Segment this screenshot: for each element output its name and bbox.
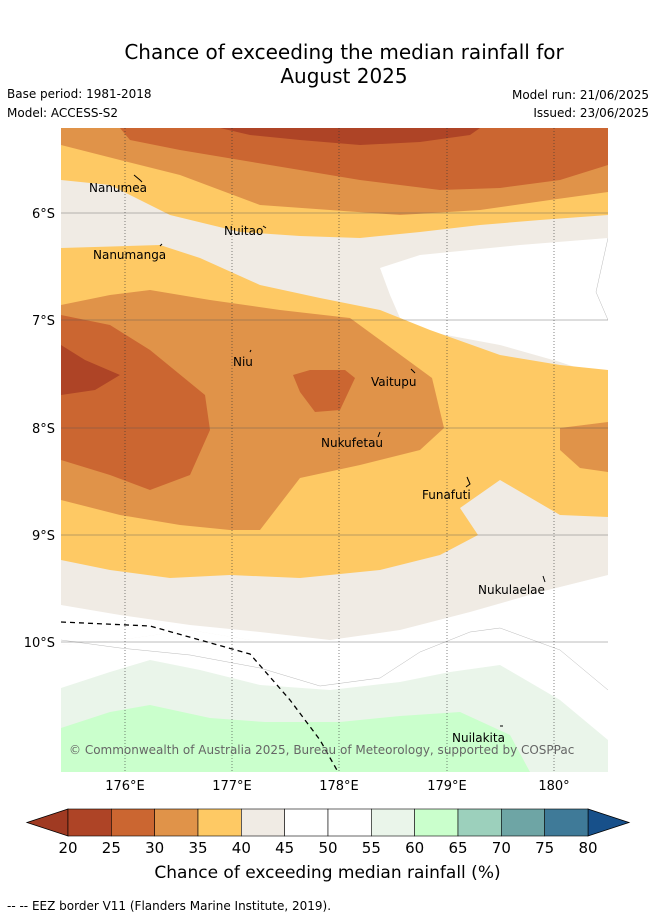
lat-tick-label: 9°S [32,529,55,544]
colorbar-segment [241,808,285,837]
colorbar-label: Chance of exceeding median rainfall (%) [154,863,501,883]
colorbar-tick-label: 80 [578,839,597,857]
colorbar-segment [457,808,502,837]
colorbar-tick-label: 30 [145,839,164,857]
colorbar-segment [111,808,155,837]
island-markers [133,174,546,727]
lon-tick-label: 178°E [319,779,359,794]
band-25-30 [61,128,608,490]
contour-line [61,627,608,691]
colorbar-over-arrow [587,808,631,837]
colorbar-tick-label: 45 [275,839,294,857]
lon-tick-label: 177°E [212,779,252,794]
copyright-credit: © Commonwealth of Australia 2025, Bureau… [69,743,574,757]
title-line-1: Chance of exceeding the median rainfall … [124,40,564,64]
colorbar-tick-label: 40 [232,839,251,857]
colorbar: 20 25 30 35 40 45 50 55 60 65 70 75 80 [25,808,631,857]
model-name: Model: ACCESS-S2 [7,106,119,120]
issued-date: Issued: 23/06/2025 [533,106,649,120]
title-line-2: August 2025 [280,64,408,88]
band-20-25 [61,128,480,395]
colorbar-tick-label: 50 [318,839,337,857]
lon-tick-label: 176°E [105,779,145,794]
colorbar-segment [67,808,112,837]
colorbar-segment [501,808,545,837]
colorbar-tick-label: 65 [448,839,467,857]
place-label: Nuilakita [452,731,505,745]
colorbar-tick-label: 60 [405,839,424,857]
band-45-55-south [61,575,608,690]
colorbar-segment [327,808,372,837]
colorbar-under-arrow [25,808,69,837]
lat-tick-label: 7°S [32,314,55,329]
place-label: Nanumea [89,181,147,195]
colorbar-segment [197,808,242,837]
colorbar-segment [414,808,459,837]
place-label: Nuitao [224,224,263,238]
lon-tick-label: 179°E [427,779,467,794]
place-label: Nukufetau [321,436,383,450]
lon-tick-label: 180° [538,779,569,794]
place-label: Funafuti [422,488,471,502]
base-period: Base period: 1981-2018 [7,87,152,101]
colorbar-tick-label: 70 [492,839,511,857]
place-label: Nukulaelae [478,583,545,597]
lon-tick-labels: 176°E 177°E 178°E 179°E 180° [105,779,569,794]
lat-tick-label: 6°S [32,207,55,222]
colorbar-segment [154,808,199,837]
lat-tick-labels: 6°S 7°S 8°S 9°S 10°S [24,207,55,651]
eez-border [60,621,339,773]
map-title: Chance of exceeding the median rainfall … [0,40,655,88]
lat-lines [61,212,608,643]
place-label: Vaitupu [371,375,417,389]
colorbar-tick-label: 75 [535,839,554,857]
model-run: Model run: 21/06/2025 [511,88,649,102]
place-labels: Nanumea Nuitao Nanumanga Niu Vaitupu Nuk… [89,181,545,745]
place-label: Niu [233,355,253,369]
place-label: Nanumanga [93,248,166,262]
colorbar-segment [544,808,589,837]
rainfall-contours [61,128,608,772]
colorbar-tick-label: 35 [188,839,207,857]
band-45-55-east [380,238,608,378]
colorbar-segment [284,808,329,837]
eez-legend-text: -- -- EEZ border V11 (Flanders Marine In… [7,899,332,913]
colorbar-segment [371,808,415,837]
lat-tick-label: 8°S [32,422,55,437]
colorbar-tick-label: 25 [102,839,121,857]
colorbar-tick-label: 20 [58,839,77,857]
gridlines [124,128,555,772]
contour-line [595,237,608,321]
lat-tick-label: 10°S [24,636,55,651]
band-60-65 [61,705,530,772]
colorbar-tick-label: 55 [362,839,381,857]
